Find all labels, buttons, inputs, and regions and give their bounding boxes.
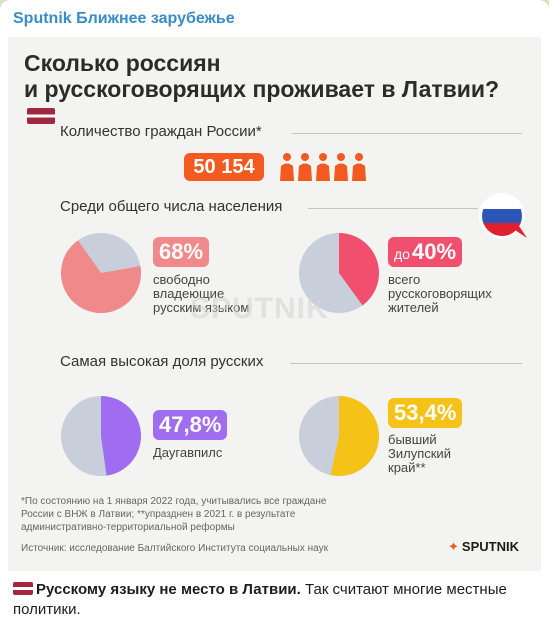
- stat-zilupe-desc: бывший Зилупский край**: [388, 433, 451, 475]
- message-text-bold: Русскому языку не место в Латвии.: [36, 581, 301, 598]
- desc-line: свободно: [153, 272, 210, 287]
- infographic-image[interactable]: Сколько россиян и русскоговорящих прожив…: [8, 37, 541, 571]
- stat-russian-fluent-percent: 68%: [153, 237, 210, 267]
- divider: [292, 133, 522, 134]
- pie-value-slice: [61, 240, 141, 313]
- desc-line: бывший: [388, 432, 437, 447]
- citizens-count-badge: 50 154: [184, 153, 264, 181]
- desc-line: всего: [388, 272, 421, 287]
- stat-russian-fluent-desc: свободно владеющие русским языком: [153, 273, 249, 315]
- desc-line: жителей: [388, 300, 439, 315]
- desc-line: край**: [388, 460, 426, 475]
- title-line-1: Сколько россиян: [24, 50, 221, 76]
- title-line-2-text: и русскоговорящих проживает в Латвии?: [24, 76, 500, 102]
- pie-value-slice: [101, 396, 141, 476]
- source-note: Источник: исследование Балтийского Инсти…: [21, 543, 328, 554]
- stat-zilupe-percent: 53,4%: [388, 398, 463, 428]
- footnote-line: административно-территориальной реформы: [21, 522, 235, 533]
- title-line-2: и русскоговорящих проживает в Латвии?: [24, 76, 524, 128]
- desc-line: владеющие: [153, 286, 225, 301]
- section-russian-share-title: Самая высокая доля русских: [60, 353, 264, 370]
- desc-line: Зилупский: [388, 446, 451, 461]
- stat-russian-speakers-desc: всего русскоговорящих жителей: [388, 273, 492, 315]
- pie-chart-daugavpils: [61, 396, 141, 476]
- desc-line: русскоговорящих: [388, 286, 492, 301]
- channel-name[interactable]: Sputnik Ближнее зарубежье: [13, 10, 235, 27]
- divider: [290, 363, 522, 364]
- pie-value-slice: [330, 396, 379, 476]
- pie-chart-russian-fluent: [61, 233, 141, 313]
- stat-russian-speakers-percent: до40%: [388, 237, 463, 267]
- sputnik-watermark: SPUTNIK: [190, 292, 329, 325]
- pie-chart-zilupe: [299, 396, 379, 476]
- message-text-rest: Так считают многие местные политики.: [13, 581, 507, 618]
- pie-value-slice: [339, 233, 379, 306]
- sputnik-logo: ✦ SPUTNIK: [448, 539, 519, 555]
- sputnik-bolt-icon: ✦: [448, 539, 459, 554]
- latvia-flag-icon: [13, 582, 33, 595]
- section-population-title: Среди общего числа населения: [60, 198, 283, 215]
- section-citizens-title: Количество граждан России*: [60, 123, 262, 140]
- logo-text: SPUTNIK: [461, 539, 519, 554]
- russia-flag-speech-icon: [479, 193, 527, 239]
- stat-prefix: до: [394, 246, 410, 262]
- pie-chart-russian-speakers: [299, 233, 379, 313]
- divider: [308, 208, 478, 209]
- message-text: Русскому языку не место в Латвии. Так сч…: [13, 580, 533, 620]
- stat-daugavpils-percent: 47,8%: [153, 410, 228, 440]
- desc-line: русским языком: [153, 300, 250, 315]
- footnote-line: *По состоянию на 1 января 2022 года, учи…: [21, 496, 327, 507]
- people-icon: [280, 153, 366, 181]
- latvia-flag-icon: [27, 108, 55, 124]
- footnote-line: России с ВНЖ в Латвии; **упразднен в 202…: [21, 509, 296, 520]
- footnote: *По состоянию на 1 января 2022 года, учи…: [21, 495, 421, 534]
- stat-value: 40%: [411, 239, 457, 264]
- stat-daugavpils-desc: Даугавпилс: [153, 445, 223, 460]
- infographic-title: Сколько россиян и русскоговорящих прожив…: [24, 50, 524, 128]
